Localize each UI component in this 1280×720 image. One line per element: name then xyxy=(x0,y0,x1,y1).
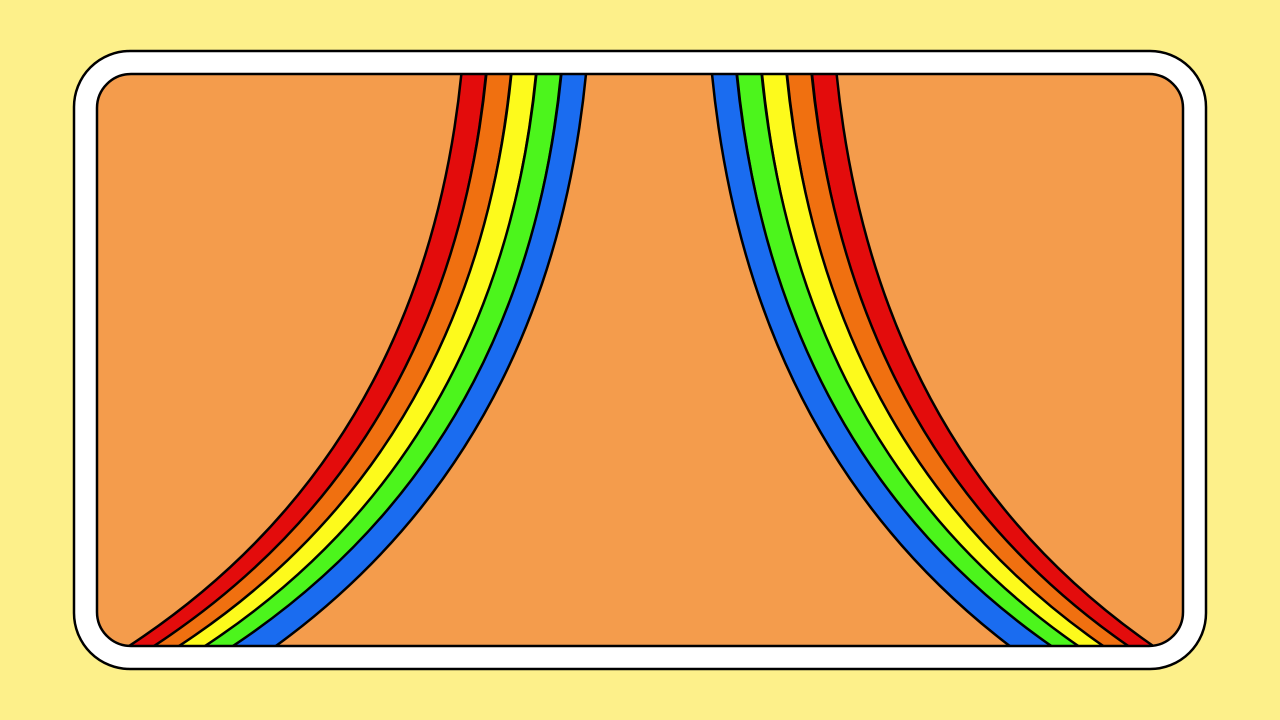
rainbows xyxy=(122,74,1160,646)
orange-stripe xyxy=(787,74,1134,646)
yellow-stripe xyxy=(762,74,1109,646)
blue-stripe xyxy=(712,74,1057,646)
right-rainbow xyxy=(709,74,1160,646)
red-stripe xyxy=(124,74,486,646)
yellow-stripe xyxy=(174,74,536,646)
left-rainbow xyxy=(122,74,589,646)
blue-stripe xyxy=(227,74,586,646)
green-stripe xyxy=(737,74,1084,646)
green-stripe xyxy=(200,74,561,646)
orange-stripe xyxy=(149,74,511,646)
inner-panel-border xyxy=(95,72,1185,648)
red-stripe xyxy=(812,74,1159,646)
